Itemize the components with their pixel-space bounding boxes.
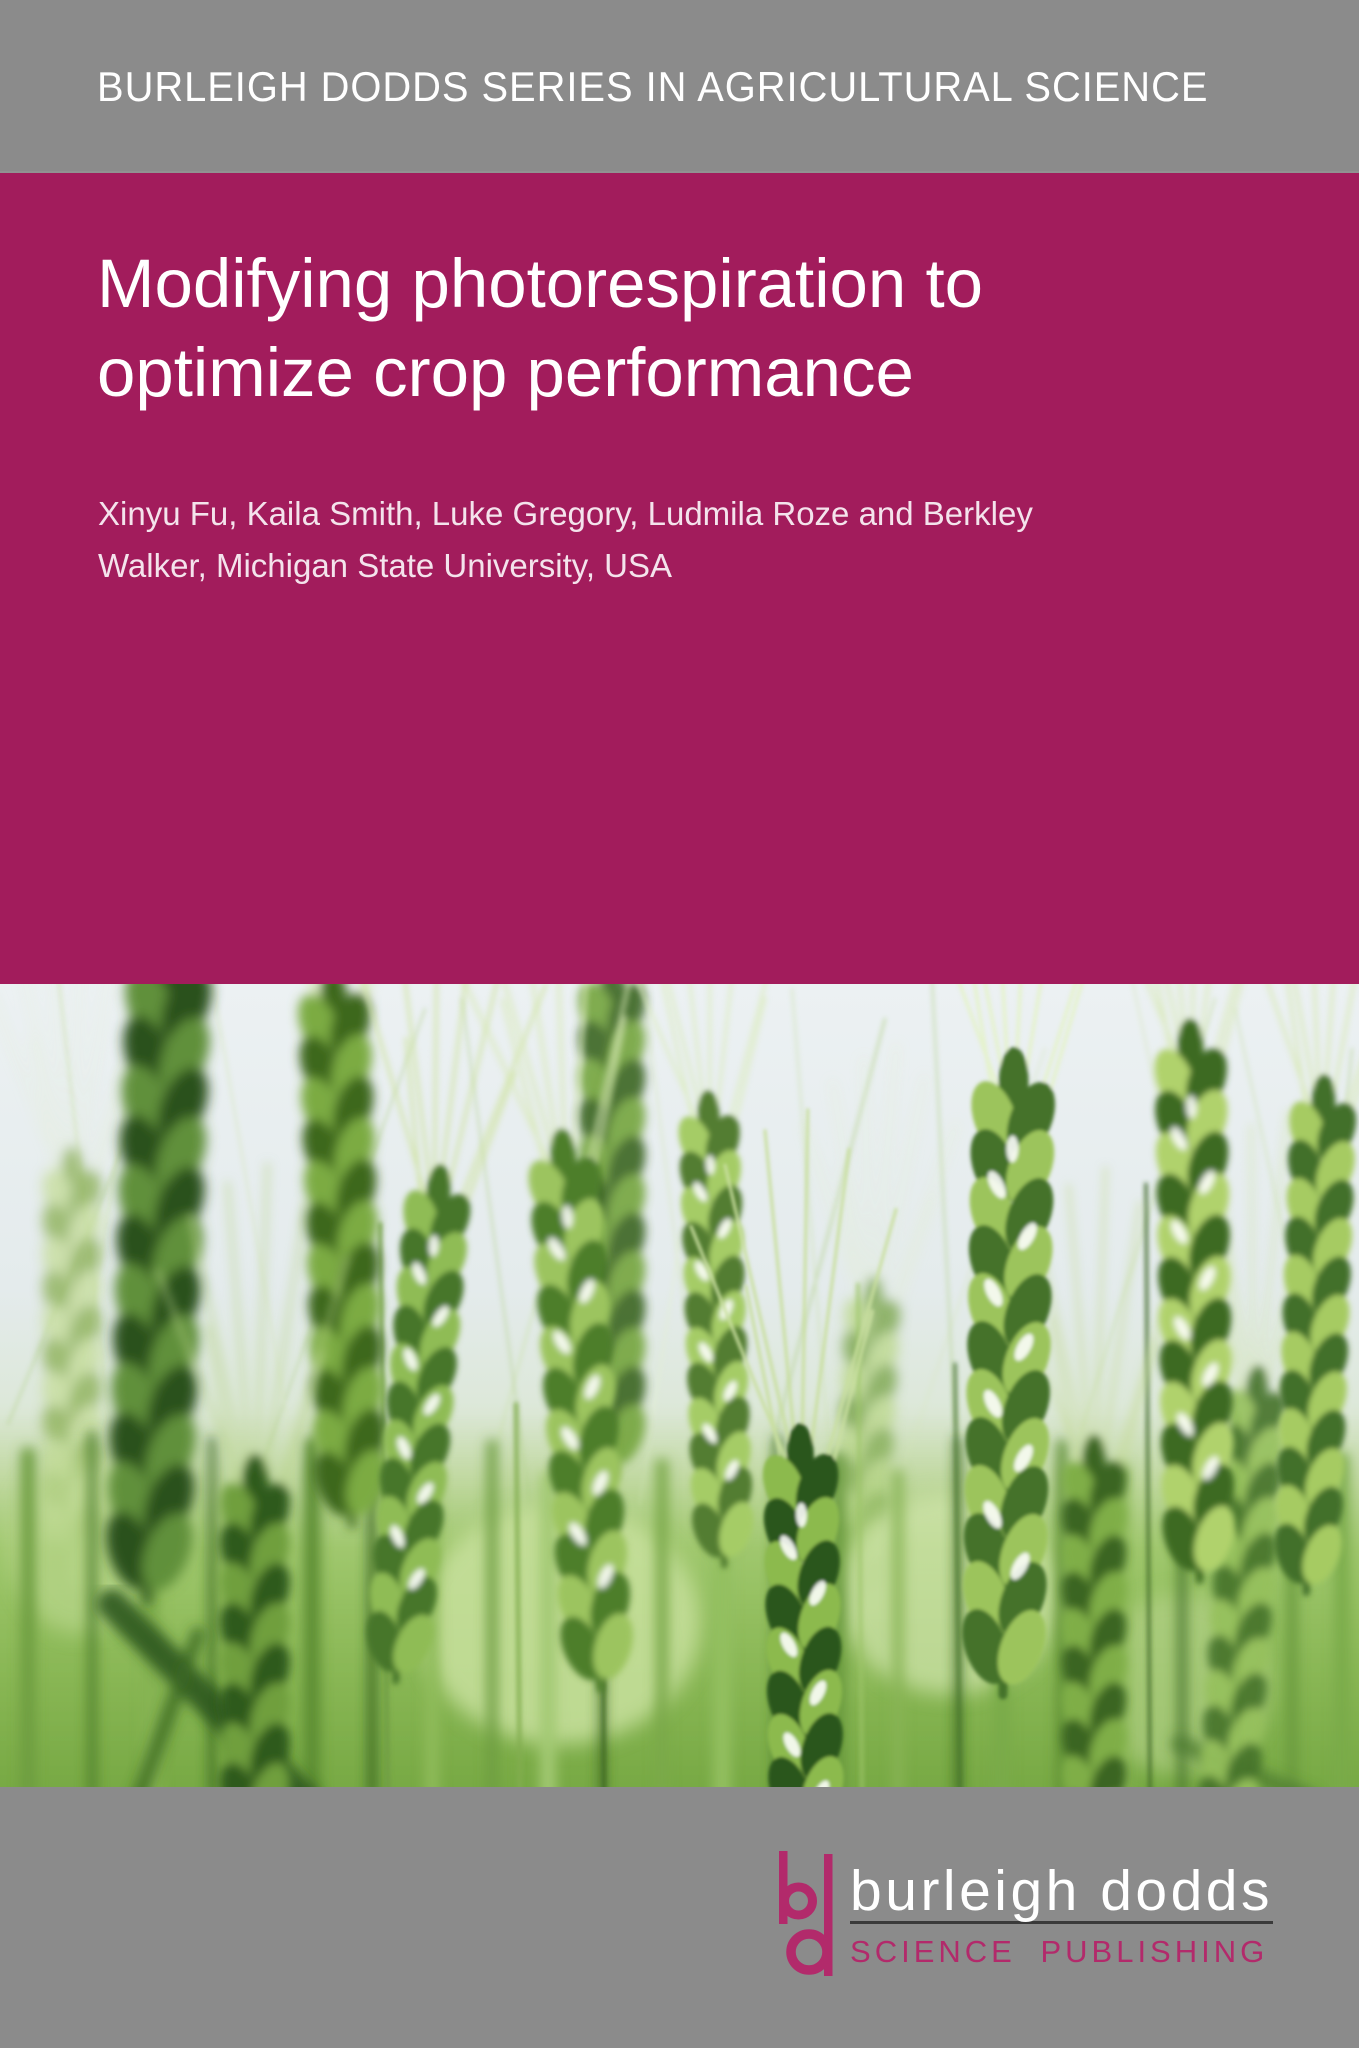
publisher-tagline: SCIENCE PUBLISHING [850,1934,1269,1969]
publisher-footer: burleigh dodds SCIENCE PUBLISHING [0,1787,1359,2048]
logo-divider [850,1921,1273,1924]
series-title: BURLEIGH DODDS SERIES IN AGRICULTURAL SC… [97,62,1209,110]
publisher-logo: burleigh dodds SCIENCE PUBLISHING [779,1851,1273,1976]
title-block: Modifying photorespiration to optimize c… [0,173,1359,984]
cover-photo [0,984,1359,1787]
wheat-field-photo [0,984,1359,1787]
book-title: Modifying photorespiration to optimize c… [97,245,984,411]
authors: Xinyu Fu, Kaila Smith, Luke Gregory, Lud… [98,495,1033,584]
publisher-logo-text: burleigh dodds SCIENCE PUBLISHING [850,1863,1273,1976]
bd-monogram-icon [779,1851,833,1976]
publisher-wordmark: burleigh dodds [850,1859,1273,1923]
series-banner: BURLEIGH DODDS SERIES IN AGRICULTURAL SC… [0,0,1359,173]
